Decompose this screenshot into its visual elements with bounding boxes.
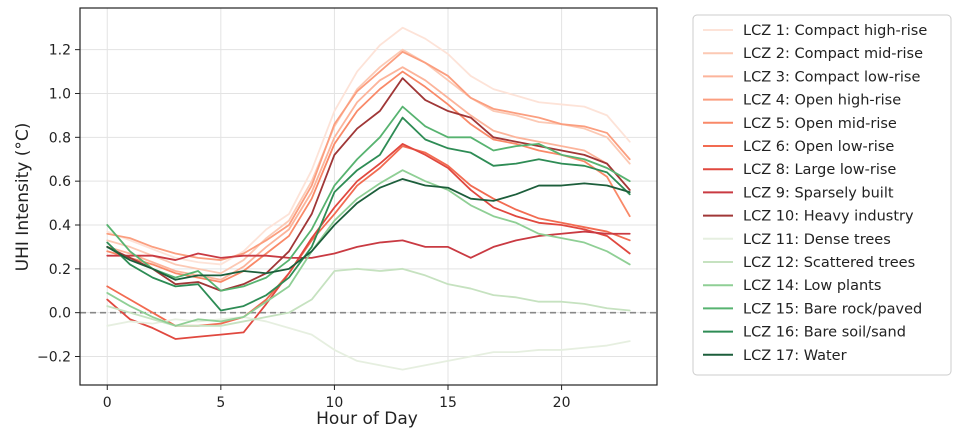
legend-label-6: LCZ 8: Large low-rise <box>743 162 896 178</box>
series-line-1 <box>106 48 631 275</box>
y-tick-label: 0.6 <box>49 174 71 190</box>
y-tick-label: 1.2 <box>49 43 71 59</box>
y-axis-label: UHI Intensity (°C) <box>13 123 33 272</box>
legend-label-7: LCZ 9: Sparsely built <box>743 185 894 201</box>
y-tick-label: −0.2 <box>37 350 71 366</box>
y-tick-label: 0.4 <box>49 218 71 234</box>
x-tick-label: 20 <box>553 395 571 411</box>
series-line-2 <box>106 66 631 281</box>
legend-label-13: LCZ 16: Bare soil/sand <box>743 325 906 341</box>
x-tick-label: 10 <box>326 395 344 411</box>
legend-label-12: LCZ 15: Bare rock/paved <box>743 301 922 317</box>
legend-box <box>692 14 952 376</box>
legend: LCZ 1: Compact high-rise LCZ 2: Compact m… <box>692 14 952 376</box>
x-tick-label: 15 <box>439 395 457 411</box>
legend-label-0: LCZ 1: Compact high-rise <box>743 23 927 39</box>
series-lines <box>106 26 631 371</box>
series-line-3 <box>106 50 631 261</box>
series-line-13 <box>106 116 631 312</box>
legend-label-8: LCZ 10: Heavy industry <box>743 209 914 225</box>
series-line-11 <box>106 169 631 327</box>
y-axis-ticks: −0.2 0.0 0.2 0.4 0.6 0.8 1.0 1.2 <box>37 43 80 366</box>
x-axis-ticks: 0 5 10 15 20 <box>103 385 571 411</box>
series-line-8 <box>106 77 631 292</box>
x-axis-label: Hour of Day <box>316 409 418 428</box>
plot-border <box>79 7 658 386</box>
series-line-12 <box>106 105 631 292</box>
y-tick-label: 0.8 <box>49 130 71 146</box>
legend-label-3: LCZ 4: Open high-rise <box>743 93 901 109</box>
legend-label-9: LCZ 11: Dense trees <box>743 232 891 248</box>
grid-lines <box>80 8 657 385</box>
series-line-0 <box>106 26 631 266</box>
y-tick-label: 0.2 <box>49 262 71 278</box>
x-tick-label: 5 <box>216 395 225 411</box>
legend-label-1: LCZ 2: Compact mid-rise <box>743 46 923 62</box>
series-line-6 <box>106 142 631 340</box>
y-tick-label: 0.0 <box>49 306 71 322</box>
series-line-10 <box>106 267 631 327</box>
legend-label-4: LCZ 5: Open mid-rise <box>743 116 897 132</box>
series-line-14 <box>106 178 631 281</box>
x-tick-label: 0 <box>103 395 112 411</box>
y-tick-label: 1.0 <box>49 86 71 102</box>
legend-label-5: LCZ 6: Open low-rise <box>743 139 894 155</box>
series-line-7 <box>106 230 631 261</box>
legend-label-10: LCZ 12: Scattered trees <box>743 255 915 271</box>
legend-label-2: LCZ 3: Compact low-rise <box>743 69 920 85</box>
legend-label-11: LCZ 14: Low plants <box>743 278 881 294</box>
legend-label-14: LCZ 17: Water <box>743 348 847 364</box>
